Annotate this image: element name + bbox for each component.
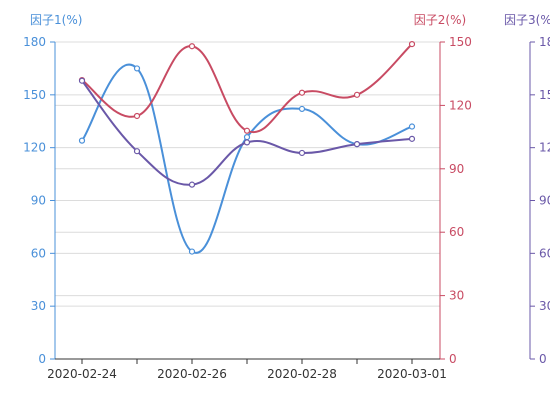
data-point-1-4 [298, 89, 306, 96]
data-point-1-6 [408, 41, 416, 48]
data-point-1-3 [243, 127, 251, 134]
tick-label-y2-0: 0 [449, 352, 457, 366]
data-point-2-1 [133, 148, 141, 155]
x-tick-label-0: 2020-02-24 [47, 367, 117, 381]
tick-label-y3-6: 180 [539, 35, 550, 49]
data-point-0-1 [133, 65, 141, 72]
axis-name-y2: 因子2(%) [414, 13, 466, 27]
tick-label-y2-4: 120 [449, 98, 472, 112]
data-point-0-2 [188, 248, 196, 255]
x-tick-label-2: 2020-02-28 [267, 367, 337, 381]
tick-label-y1-0: 0 [38, 352, 46, 366]
data-point-1-5 [353, 91, 361, 98]
data-point-1-1 [133, 112, 141, 120]
tick-label-y2-1: 30 [449, 289, 464, 303]
data-point-1-2 [188, 43, 196, 50]
tick-label-y3-1: 30 [539, 299, 550, 313]
data-point-2-6 [408, 135, 416, 142]
axis-name-y1: 因子1(%) [30, 13, 82, 27]
data-point-2-2 [188, 181, 196, 188]
tick-label-y2-3: 90 [449, 162, 464, 176]
tick-label-y3-2: 60 [539, 246, 550, 260]
tick-label-y2-5: 150 [449, 35, 472, 49]
tick-label-y1-4: 120 [23, 141, 46, 155]
tick-label-y3-4: 120 [539, 141, 550, 155]
tick-label-y1-3: 90 [31, 194, 46, 208]
tick-label-y1-1: 30 [31, 299, 46, 313]
tick-label-y3-0: 0 [539, 352, 547, 366]
data-point-2-4 [298, 149, 306, 157]
data-point-2-0 [78, 77, 86, 84]
x-tick-label-3: 2020-03-01 [377, 367, 447, 381]
axis-name-y3: 因子3(%) [504, 13, 550, 27]
data-point-0-4 [298, 105, 306, 113]
tick-label-y1-6: 180 [23, 35, 46, 49]
data-point-0-6 [408, 123, 416, 130]
x-tick-label-1: 2020-02-26 [157, 367, 227, 381]
series-line-1 [81, 43, 413, 134]
tick-label-y2-2: 60 [449, 225, 464, 239]
data-point-2-5 [353, 141, 361, 148]
tick-label-y1-5: 150 [23, 88, 46, 102]
data-point-2-3 [243, 139, 251, 146]
data-point-0-3 [243, 134, 251, 141]
data-point-0-0 [78, 137, 86, 144]
tick-label-y1-2: 60 [31, 246, 46, 260]
tick-label-y3-5: 150 [539, 88, 550, 102]
tick-label-y3-3: 90 [539, 194, 550, 208]
